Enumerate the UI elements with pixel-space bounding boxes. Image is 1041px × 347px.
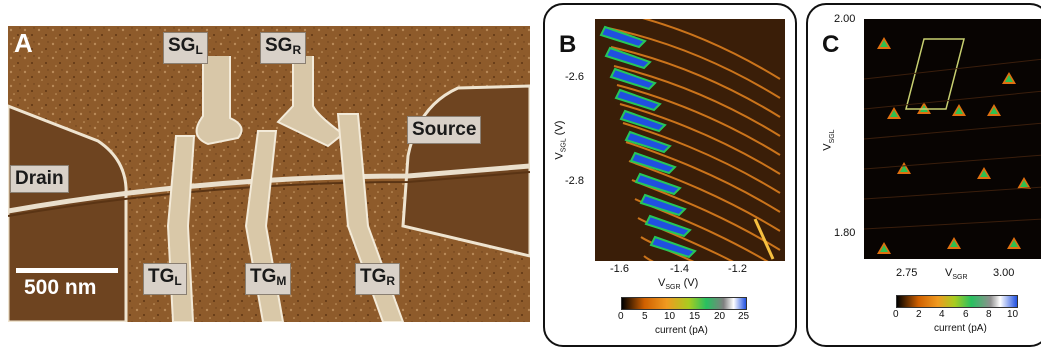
heatmap-c-peak-core bbox=[950, 240, 958, 247]
heatmap-b-line bbox=[642, 19, 781, 80]
x-tick-c-1: 3.00 bbox=[993, 267, 1015, 279]
heatmap-b bbox=[595, 19, 785, 261]
heatmap-b-resonance bbox=[639, 193, 687, 217]
heatmap-c-peak-core bbox=[980, 170, 988, 177]
colorbar-b bbox=[621, 297, 747, 310]
panel-b-label: B bbox=[559, 31, 577, 58]
heatmap-c-faint-line bbox=[864, 218, 1041, 230]
drain-label: Drain bbox=[10, 165, 69, 193]
colorbar-c-tick-4: 8 bbox=[986, 309, 992, 320]
x-tick-b-2: -1.2 bbox=[728, 263, 747, 275]
panel-b: B -2.6 -2.8 VSGL (V) -1.6 -1.4 -1.2 VSGR… bbox=[543, 3, 797, 347]
heatmap-b-line bbox=[637, 217, 734, 261]
heatmap-b-line bbox=[607, 27, 781, 99]
y-axis-label-c: VSGL bbox=[821, 129, 836, 151]
colorbar-c-tick-1: 2 bbox=[916, 309, 922, 320]
colorbar-b-tick-0: 0 bbox=[618, 311, 624, 322]
heatmap-b-line bbox=[622, 122, 781, 194]
y-tick-b-1: -2.8 bbox=[565, 175, 584, 187]
heatmap-b-line bbox=[616, 84, 781, 156]
heatmap-b-resonance bbox=[649, 235, 697, 259]
heatmap-b-resonance bbox=[644, 214, 692, 238]
source-label: Source bbox=[407, 116, 482, 144]
heatmap-c-peak-core bbox=[890, 110, 898, 117]
heatmap-b-line bbox=[625, 141, 781, 213]
x-axis-label-b: VSGR (V) bbox=[658, 277, 699, 292]
colorbar-c-tick-0: 0 bbox=[893, 309, 899, 320]
panel-a: A SGL SGR Source Drain TGL TGM TGR 500 n… bbox=[8, 26, 530, 322]
x-axis-label-c: VSGR bbox=[945, 267, 968, 282]
heatmap-c-peak-core bbox=[990, 107, 998, 114]
heatmap-c-background bbox=[864, 19, 1041, 259]
y-tick-c-1: 1.80 bbox=[834, 227, 856, 239]
gate-label-tgl: TGL bbox=[143, 263, 187, 295]
heatmap-c-peak-core bbox=[1010, 240, 1018, 247]
heatmap-c-peak-core bbox=[880, 245, 888, 252]
scale-bar bbox=[16, 268, 118, 273]
heatmap-c-faint-line bbox=[864, 58, 1041, 80]
heatmap-c-peak-core bbox=[880, 40, 888, 47]
colorbar-b-tick-3: 15 bbox=[689, 311, 701, 322]
heatmap-b-line bbox=[753, 218, 775, 260]
heatmap-b-line bbox=[628, 160, 781, 232]
colorbar-c-tick-2: 4 bbox=[939, 309, 945, 320]
colorbar-b-tick-4: 20 bbox=[714, 311, 726, 322]
colorbar-b-tick-2: 10 bbox=[664, 311, 676, 322]
heatmap-b-resonance bbox=[619, 109, 667, 133]
heatmap-b-resonance bbox=[604, 46, 652, 70]
gate-label-sgl: SGL bbox=[163, 32, 208, 64]
colorbar-c-tick-5: 10 bbox=[1007, 309, 1019, 320]
x-tick-c-0: 2.75 bbox=[896, 267, 918, 279]
heatmap-c-faint-line bbox=[864, 90, 1041, 110]
heatmap-b-resonance bbox=[599, 25, 647, 49]
colorbar-b-label: current (pA) bbox=[655, 325, 708, 336]
gate-label-tgr: TGR bbox=[355, 263, 401, 295]
colorbar-b-tick-1: 5 bbox=[642, 311, 648, 322]
heatmap-b-line bbox=[619, 103, 781, 175]
heatmap-c-peak-core bbox=[1005, 75, 1013, 82]
heatmap-c-peak-core bbox=[900, 165, 908, 172]
heatmap-c-faint-line bbox=[864, 154, 1041, 170]
coulomb-diamond bbox=[905, 38, 965, 110]
heatmap-c-peak-core bbox=[1020, 180, 1028, 187]
heatmap-b-resonance bbox=[629, 151, 677, 175]
heatmap-b-line bbox=[643, 255, 654, 261]
panel-c: C 2.00 1.80 VSGL 2.75 3.00 VSGR 0 2 4 6 … bbox=[806, 3, 1041, 347]
heatmap-c-faint-line bbox=[864, 122, 1041, 140]
x-tick-b-0: -1.6 bbox=[610, 263, 629, 275]
heatmap-b-line bbox=[640, 236, 695, 261]
scale-bar-label: 500 nm bbox=[24, 276, 97, 299]
heatmap-b-line bbox=[610, 46, 781, 118]
heatmap-b-resonance bbox=[624, 130, 672, 154]
heatmap-b-resonance bbox=[614, 88, 662, 112]
gate-label-sgr: SGR bbox=[260, 32, 307, 64]
heatmap-c-peak-core bbox=[955, 107, 963, 114]
panel-c-label: C bbox=[822, 31, 840, 58]
colorbar-c bbox=[896, 295, 1018, 308]
colorbar-c-tick-3: 6 bbox=[963, 309, 969, 320]
panel-a-label: A bbox=[14, 28, 33, 58]
heatmap-b-resonance bbox=[609, 67, 657, 91]
colorbar-b-tick-5: 25 bbox=[738, 311, 750, 322]
y-tick-c-0: 2.00 bbox=[834, 13, 856, 25]
y-tick-b-0: -2.6 bbox=[565, 71, 584, 83]
y-axis-label-b: VSGL (V) bbox=[553, 120, 568, 160]
heatmap-b-resonance bbox=[634, 172, 682, 196]
heatmap-c-faint-line bbox=[864, 186, 1041, 200]
x-tick-b-1: -1.4 bbox=[670, 263, 689, 275]
colorbar-c-label: current (pA) bbox=[934, 323, 987, 334]
heatmap-b-line bbox=[613, 65, 781, 137]
gate-label-tgm: TGM bbox=[245, 263, 292, 295]
heatmap-c bbox=[864, 19, 1041, 259]
